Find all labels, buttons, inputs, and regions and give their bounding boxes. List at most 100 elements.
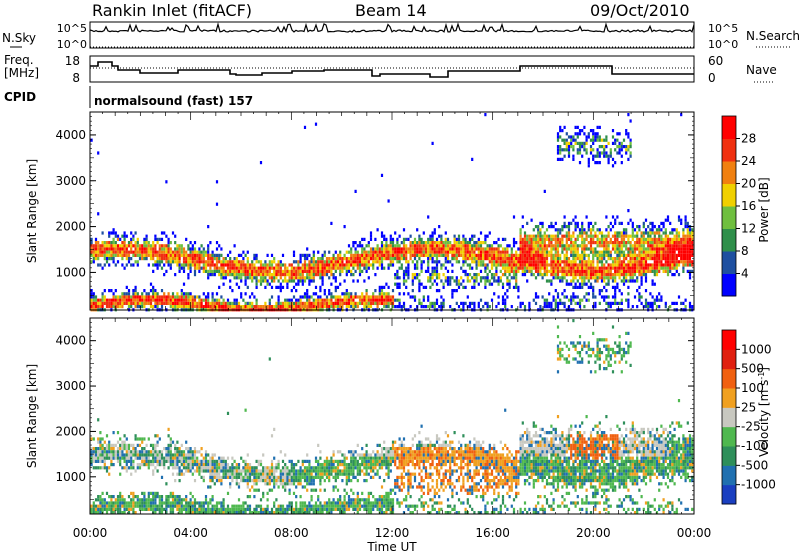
- power-cell: [345, 266, 348, 270]
- power-cell: [169, 301, 172, 305]
- power-cell: [655, 295, 659, 299]
- power-cell: [570, 234, 573, 238]
- power-cell: [543, 298, 546, 302]
- power-cell: [622, 231, 626, 235]
- power-cell: [585, 292, 588, 296]
- power-cell: [244, 282, 247, 286]
- velocity-cell: [231, 466, 234, 470]
- power-cell: [515, 273, 518, 277]
- power-cell: [431, 269, 434, 273]
- power-cell: [572, 295, 575, 299]
- power-cell: [620, 234, 623, 238]
- power-cell: [101, 292, 104, 296]
- power-cell: [559, 231, 562, 235]
- power-cell: [453, 253, 456, 257]
- power-cell: [570, 241, 573, 245]
- power-cell: [585, 247, 588, 251]
- power-cell: [154, 247, 157, 251]
- velocity-cell: [114, 504, 117, 508]
- power-cell: [526, 247, 529, 251]
- power-cell: [528, 260, 531, 264]
- power-cell: [614, 247, 617, 251]
- power-cell: [420, 247, 423, 251]
- power-cell: [673, 301, 676, 305]
- power-cell: [418, 250, 421, 254]
- power-cell: [444, 276, 447, 280]
- power-cell: [416, 250, 419, 254]
- power-cell: [334, 263, 337, 267]
- power-cell: [176, 301, 179, 305]
- power-cell: [442, 285, 445, 289]
- velocity-cell: [147, 456, 150, 460]
- power-cell: [383, 234, 386, 238]
- power-cell: [642, 231, 645, 235]
- power-cell: [534, 237, 538, 241]
- power-cell: [644, 247, 648, 251]
- power-cell: [618, 263, 621, 267]
- power-cell: [127, 295, 131, 299]
- power-cell: [473, 285, 476, 289]
- power-cell: [242, 266, 245, 270]
- power-cell: [644, 237, 648, 241]
- power-cell: [277, 273, 280, 277]
- power-cell: [380, 295, 384, 299]
- power-cell: [444, 260, 447, 264]
- power-cell: [369, 257, 373, 261]
- power-cell: [213, 273, 216, 277]
- power-cell: [451, 244, 454, 248]
- power-cell: [396, 250, 399, 254]
- power-cell: [312, 253, 315, 257]
- power-cell: [413, 266, 417, 270]
- velocity-cell: [99, 511, 102, 515]
- velocity-cell: [198, 504, 201, 508]
- power-cell: [330, 266, 333, 270]
- power-cell: [405, 247, 408, 251]
- power-cell: [253, 263, 256, 267]
- power-cell: [97, 247, 100, 251]
- power-cell: [365, 301, 368, 305]
- power-cell: [191, 244, 194, 248]
- power-cell: [424, 247, 428, 251]
- power-cell: [680, 260, 683, 264]
- power-cell: [132, 244, 135, 248]
- power-cell: [521, 225, 524, 229]
- power-cell: [398, 234, 401, 238]
- power-cell: [618, 250, 621, 254]
- velocity-cell: [193, 459, 197, 463]
- power-cell: [539, 231, 542, 235]
- power-cell: [154, 244, 157, 248]
- power-cell: [594, 247, 597, 251]
- power-cell: [431, 253, 434, 257]
- power-cell: [347, 292, 351, 296]
- power-cell: [108, 234, 111, 238]
- power-cell: [119, 298, 122, 302]
- power-cell: [431, 237, 434, 241]
- power-cell: [574, 285, 577, 289]
- power-cell: [235, 282, 238, 286]
- velocity-cell: [191, 507, 194, 511]
- power-cell: [275, 273, 278, 277]
- power-cell: [473, 305, 476, 309]
- power-cell: [405, 285, 408, 289]
- power-cell: [462, 285, 465, 289]
- velocity-cell: [114, 501, 117, 505]
- velocity-cell: [224, 507, 227, 511]
- power-cell: [486, 276, 489, 280]
- velocity-cell: [224, 511, 227, 515]
- power-cell: [561, 292, 564, 296]
- power-cell: [519, 260, 522, 264]
- power-cell: [539, 247, 542, 251]
- power-cell: [594, 253, 597, 257]
- velocity-cell: [233, 511, 236, 515]
- power-cell: [411, 279, 414, 283]
- power-cell: [576, 148, 579, 152]
- power-cell: [468, 301, 472, 305]
- velocity-cell: [116, 507, 120, 511]
- velocity-cell: [180, 504, 183, 508]
- power-cell: [631, 221, 634, 225]
- power-cell: [378, 263, 381, 267]
- power-cell: [636, 244, 639, 248]
- velocity-cell: [158, 498, 161, 502]
- power-cell: [583, 145, 586, 149]
- velocity-cell: [235, 479, 238, 483]
